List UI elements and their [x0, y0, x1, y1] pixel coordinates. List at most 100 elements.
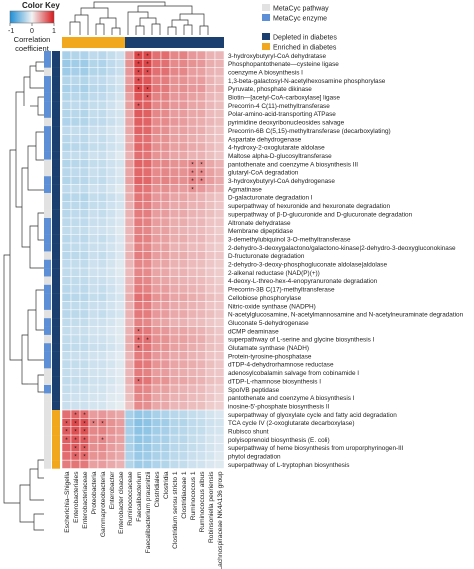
heatmap-cell	[214, 75, 225, 85]
heatmap-cell	[205, 251, 216, 260]
heatmap-cell	[151, 125, 162, 135]
heatmap-cell	[142, 267, 153, 277]
heatmap-cell	[205, 134, 216, 144]
heatmap-cell	[196, 326, 207, 336]
heatmap-cell	[160, 242, 171, 252]
heatmap-cell	[151, 142, 162, 152]
heatmap-cell	[70, 59, 81, 68]
heatmap-cell	[133, 451, 144, 461]
heatmap-cell	[70, 317, 81, 327]
heatmap-cell	[187, 276, 198, 286]
heatmap-cell	[169, 217, 180, 227]
heatmap-cell	[205, 368, 216, 377]
heatmap-cell	[88, 259, 99, 269]
heatmap-cell	[106, 167, 117, 177]
heatmap-cell	[61, 276, 72, 286]
heatmap-cell	[160, 359, 171, 369]
heatmap-cell	[61, 217, 72, 227]
row-group-cell	[52, 451, 60, 461]
heatmap-cell	[214, 50, 225, 60]
row-group-cell	[52, 226, 60, 235]
heatmap-cell	[214, 134, 225, 144]
significance-mark: *	[191, 178, 194, 185]
heatmap-cell	[187, 125, 198, 135]
heatmap-cell	[169, 434, 180, 444]
row-group-cell	[52, 92, 60, 102]
heatmap-cell	[178, 418, 189, 427]
column-label: Ruminococcaceae	[127, 471, 134, 526]
heatmap-cell	[124, 50, 135, 60]
significance-mark: *	[137, 61, 140, 68]
heatmap-cell	[115, 100, 126, 110]
row-type-cell	[44, 134, 51, 144]
heatmap-cell	[205, 75, 216, 85]
heatmap-cell	[178, 259, 189, 269]
heatmap-cell	[106, 326, 117, 336]
heatmap-cell	[115, 292, 126, 302]
heatmap-cell	[115, 459, 126, 469]
heatmap-cell	[169, 201, 180, 210]
heatmap-cell	[79, 176, 90, 185]
heatmap-cell	[142, 134, 153, 144]
heatmap-cell	[142, 75, 153, 85]
heatmap-cell	[88, 201, 99, 210]
heatmap-cell	[160, 259, 171, 269]
row-label: Protein-tyrosine-phosphatase	[228, 353, 312, 360]
heatmap-cell	[61, 117, 72, 127]
heatmap-cell	[178, 142, 189, 152]
column-group-cell	[188, 37, 197, 48]
heatmap-cell	[205, 292, 216, 302]
heatmap-cell	[106, 418, 117, 427]
heatmap-cell	[151, 267, 162, 277]
heatmap-cell	[187, 100, 198, 110]
heatmap-cell	[61, 301, 72, 311]
heatmap-cell	[88, 343, 99, 352]
heatmap-cell	[151, 217, 162, 227]
heatmap-cell	[196, 226, 207, 235]
heatmap-cell	[187, 418, 198, 427]
heatmap-cell	[169, 100, 180, 110]
legend-label-enriched: Enriched in diabetes	[273, 45, 337, 52]
heatmap-cell	[142, 201, 153, 210]
heatmap-cell	[169, 92, 180, 102]
heatmap-cell	[214, 209, 225, 219]
heatmap-cell	[61, 443, 72, 453]
row-label: dCMP deaminase	[228, 328, 279, 335]
significance-mark: *	[65, 420, 68, 427]
heatmap-cell	[169, 334, 180, 344]
heatmap-cell	[214, 284, 225, 294]
heatmap-cell	[142, 251, 153, 260]
heatmap-cell	[160, 276, 171, 286]
heatmap-cell	[151, 359, 162, 369]
heatmap-cell	[79, 292, 90, 302]
heatmap-cell	[133, 109, 144, 119]
significance-mark: *	[137, 345, 140, 352]
heatmap-cell	[160, 401, 171, 411]
heatmap-cell	[187, 393, 198, 402]
heatmap-cell	[61, 292, 72, 302]
heatmap-cell	[79, 459, 90, 469]
row-type-cell	[44, 251, 51, 260]
heatmap-cell	[70, 109, 81, 119]
heatmap-cell	[79, 125, 90, 135]
heatmap-cell	[133, 192, 144, 202]
heatmap-cell	[178, 100, 189, 110]
heatmap-cell	[88, 443, 99, 453]
heatmap-cell	[70, 100, 81, 110]
heatmap-cell	[196, 217, 207, 227]
heatmap-cell	[142, 117, 153, 127]
significance-mark: *	[137, 70, 140, 77]
heatmap-cell	[169, 167, 180, 177]
row-type-cell	[44, 301, 51, 311]
heatmap-cell	[205, 159, 216, 169]
heatmap-cell	[61, 409, 72, 419]
row-label: 4-hydroxy-2-oxoglutarate aldolase	[228, 145, 325, 152]
heatmap-cell	[160, 100, 171, 110]
heatmap-cell	[61, 401, 72, 411]
heatmap-cell	[124, 242, 135, 252]
row-label: superpathway of L-tryptophan biosynthesi…	[228, 462, 350, 469]
row-label: D-fructuronate degradation	[228, 253, 305, 260]
heatmap-cell	[61, 59, 72, 68]
row-type-cell	[44, 318, 51, 327]
row-type-cell	[44, 76, 51, 85]
